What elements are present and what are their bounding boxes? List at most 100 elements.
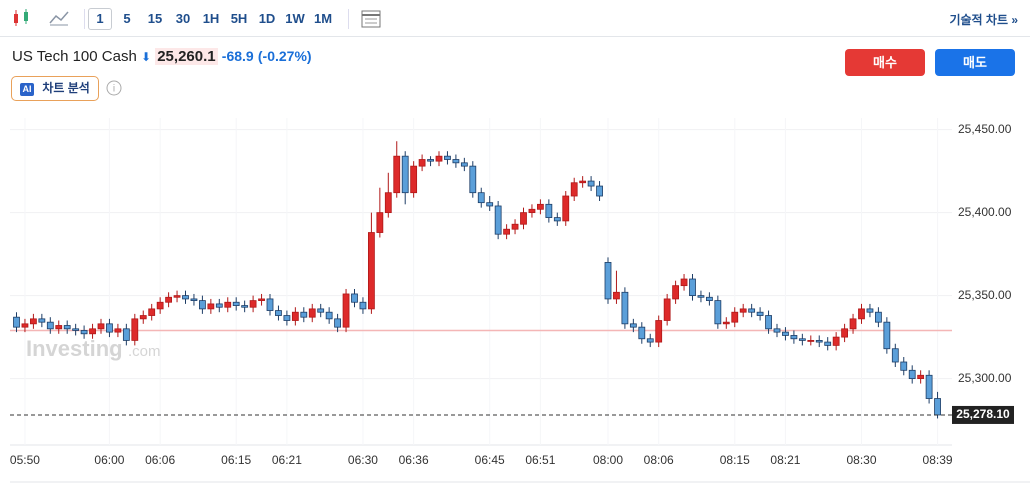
- candle-body: [435, 155, 443, 162]
- ai-badge: AI: [20, 83, 34, 96]
- last-price-label: 25,278.10: [956, 407, 1010, 421]
- candle-body: [697, 295, 705, 298]
- candle-body: [165, 296, 173, 303]
- candle-body: [80, 330, 88, 335]
- change: -68.9: [221, 48, 254, 64]
- candle-body: [528, 208, 536, 214]
- x-tick-label: 08:21: [770, 453, 800, 467]
- candle-body: [613, 291, 620, 300]
- candle-body: [418, 159, 426, 167]
- candle-body: [156, 301, 164, 310]
- interval-button[interactable]: 1W: [285, 11, 305, 26]
- candle-body: [494, 205, 502, 235]
- candle-body: [638, 326, 646, 340]
- candle-body: [342, 293, 350, 328]
- interval-button[interactable]: 1D: [258, 11, 276, 26]
- line-icon[interactable]: [48, 8, 70, 28]
- y-tick-label: 25,400.00: [958, 205, 1012, 219]
- candle-body: [824, 341, 832, 346]
- toolbar: 1 5 15 30 1H 5H 1D 1W 1M 기술적 차트 »: [0, 0, 1030, 37]
- candle-body: [900, 361, 908, 371]
- info-icon[interactable]: i: [106, 80, 122, 96]
- candle-body: [173, 295, 181, 298]
- candle-body: [182, 295, 189, 300]
- candle-body: [444, 155, 451, 160]
- instrument-header: US Tech 100 Cash ⬇ 25,260.1 -68.9 (-0.27…: [12, 48, 312, 65]
- candle-body: [596, 185, 603, 197]
- x-tick-label: 06:21: [272, 453, 302, 467]
- candle-body: [672, 285, 679, 300]
- watermark: Investing .com: [26, 336, 161, 361]
- interval-button[interactable]: 15: [147, 11, 163, 26]
- separator: [84, 9, 85, 29]
- candle-body: [241, 305, 249, 308]
- candle-body: [756, 311, 764, 316]
- candle-body: [807, 340, 815, 342]
- buy-button[interactable]: 매수: [845, 49, 925, 76]
- candle-body: [89, 328, 96, 335]
- candle-body: [55, 325, 63, 330]
- interval-button[interactable]: 1M: [313, 11, 333, 26]
- interval-button[interactable]: 1H: [202, 11, 220, 26]
- candle-body: [773, 328, 781, 333]
- candle-body: [908, 369, 916, 380]
- candle-body: [722, 321, 730, 325]
- candle-body: [351, 293, 358, 303]
- candle-body: [401, 155, 409, 194]
- candle-body: [106, 323, 113, 333]
- candle-body: [925, 374, 933, 399]
- ai-button[interactable]: AI 차트 분석: [11, 76, 99, 101]
- candle-body: [689, 278, 696, 297]
- candle-body: [21, 323, 29, 328]
- technical-link[interactable]: 기술적 차트 »: [949, 13, 1018, 27]
- sell-button[interactable]: 매도: [935, 49, 1015, 76]
- candle-body: [63, 325, 71, 330]
- candle-body: [29, 318, 37, 325]
- candle-body: [562, 195, 570, 222]
- x-tick-label: 06:45: [475, 453, 505, 467]
- candle-body: [832, 336, 840, 346]
- interval-button[interactable]: 30: [175, 11, 191, 26]
- table-icon[interactable]: [361, 10, 381, 28]
- ai-label: 차트 분석: [42, 81, 90, 95]
- interval-button[interactable]: 1: [88, 8, 112, 30]
- candle-body: [469, 165, 477, 194]
- candle-body: [731, 311, 739, 323]
- candle-body: [452, 159, 460, 164]
- instrument-name: US Tech 100 Cash: [12, 48, 137, 65]
- last-price-box: [952, 405, 1014, 424]
- candle-body: [587, 180, 595, 187]
- candle-body: [511, 223, 519, 230]
- candle-body: [798, 338, 806, 341]
- candle-body: [782, 331, 789, 336]
- x-tick-label: 06:06: [145, 453, 175, 467]
- candle-body: [232, 301, 240, 306]
- y-tick-label: 25,350.00: [958, 288, 1012, 302]
- candle-body: [629, 323, 637, 328]
- watermark-brand: Investing: [26, 336, 123, 361]
- candle-body: [790, 335, 798, 340]
- x-tick-label: 06:51: [525, 453, 555, 467]
- candle-icon[interactable]: [10, 8, 34, 28]
- svg-text:i: i: [113, 84, 115, 95]
- interval-button[interactable]: 5: [123, 11, 131, 26]
- candle-body: [13, 316, 20, 328]
- candle-body: [646, 338, 654, 343]
- x-tick-label: 06:00: [94, 453, 124, 467]
- candle-body: [334, 318, 342, 328]
- candle-body: [503, 228, 511, 235]
- change-pct: (-0.27%): [257, 48, 312, 64]
- candle-body: [714, 300, 722, 325]
- interval-button[interactable]: 5H: [230, 11, 248, 26]
- candle-body: [545, 203, 553, 218]
- x-tick-label: 08:00: [593, 453, 623, 467]
- candle-body: [934, 398, 941, 416]
- candle-body: [917, 374, 925, 380]
- candle-body: [621, 291, 629, 325]
- candle-body: [841, 328, 848, 338]
- candle-body: [215, 303, 223, 308]
- plot: 05:50 06:00 06:06 06:15 06:21 06:30 06:36 06:45…: [10, 118, 952, 467]
- candle-body: [131, 318, 139, 341]
- candle-body: [537, 203, 544, 210]
